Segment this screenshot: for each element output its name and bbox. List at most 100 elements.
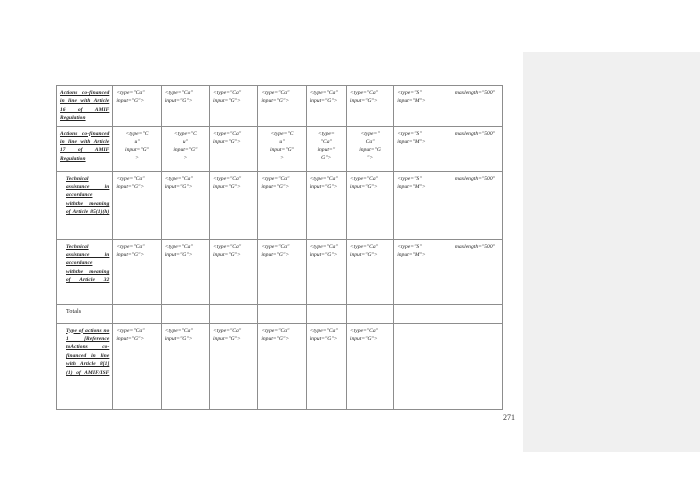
field-tag: <type="Ca" input="G"> (309, 175, 338, 190)
row-label: Technical assistance in accordance witht… (66, 243, 110, 284)
empty-cell (160, 303, 211, 324)
field-tag-cell: <type="Ca" input="G"> (208, 85, 259, 127)
field-tag-cell: <type="Ca" input="G"> (208, 322, 259, 410)
field-tag: <type="Ca" input="G"> (164, 327, 193, 342)
field-tag: <type="Ca" input="G"> (349, 327, 378, 342)
row-label-cell: Totals (55, 303, 114, 324)
field-tag-maxlength: maxlength="500" (454, 243, 495, 250)
field-tag-line2: input="M"> (397, 138, 426, 145)
field-tag: <type="Ca" input="G"> (261, 243, 290, 258)
field-tag: <type="Ca" input="G"> (309, 327, 338, 342)
table-row: Totals (55, 303, 503, 324)
field-tag-line2: input="M"> (397, 251, 426, 258)
field-tag: <type=" Ca" input="G "> (359, 130, 381, 161)
field-tag-cell: <type="Ca" input="G"> (112, 322, 162, 410)
field-tag: <type="Ca" input="G"> (309, 90, 338, 104)
field-tag: <type="Ca" input="G"> (116, 175, 145, 190)
field-tag-cell: <type="Ca" input="G"> (112, 170, 162, 240)
field-tag-line2: input="M"> (397, 98, 426, 104)
field-tag: <type="S" maxlength="500" input="M"> (397, 243, 499, 259)
row-label: Totals (66, 308, 82, 315)
field-tag-line1: <type="S" maxlength="500" (397, 175, 499, 183)
field-tag: <type="Ca" input="G"> (164, 175, 193, 190)
field-tag-cell: <type="Ca" input="G"> (112, 238, 162, 305)
table-row: Type of actions no 1 [Reference toAction… (55, 322, 503, 410)
field-tag-cell: <type="Ca" input="G"> (208, 238, 259, 305)
empty-cell (393, 322, 503, 410)
field-tag-cell: <type="C u" input="G" > (160, 125, 211, 172)
field-tag: <type="Ca" input="G"> (164, 90, 193, 104)
field-tag: <type="Ca" input="G"> (213, 90, 242, 104)
field-tag-cell: <type="Ca" input="G"> (208, 170, 259, 240)
field-tag-cell: <type="Ca" input="G"> (257, 322, 307, 410)
empty-cell (208, 303, 259, 324)
field-tag: <type="Ca" input="G"> (349, 243, 378, 258)
field-tag-cell: <type="Ca" input="G"> (257, 170, 307, 240)
field-tag-type: <type="S" (397, 175, 422, 182)
field-tag: <type="Ca" input="G"> (116, 90, 145, 104)
field-tag-cell: <type="Ca" input="G"> (257, 238, 307, 305)
field-tag-cell: <type="Ca" input="G"> (208, 125, 259, 172)
field-tag: <type="Ca" input="G"> (349, 90, 378, 104)
table-body: Actions co-financed in line with Article… (55, 85, 503, 410)
row-label-cell: Actions co-financed in line with Article… (55, 125, 114, 172)
field-tag-cell: <type="Ca" input="G"> (345, 238, 395, 305)
field-tag: <type="C u" input="G" > (269, 130, 294, 161)
field-tag-cell: <type="S" maxlength="500" input="M"> (393, 238, 503, 305)
field-tag-type: <type="S" (397, 243, 422, 250)
field-tag-cell: <type="Ca" input="G"> (305, 322, 347, 410)
table-row: Actions co-financed in line with Article… (55, 85, 503, 127)
table-row: Technical assistance in accordance witht… (55, 170, 503, 240)
field-tag: <type="Ca" input="G"> (213, 327, 242, 342)
row-label-cell: Technical assistance in accordance witht… (55, 170, 114, 240)
empty-cell (112, 303, 162, 324)
field-tag: <type="Ca" input="G"> (261, 90, 290, 104)
field-tag-cell: <type="S" maxlength="500" input="M"> (393, 85, 503, 127)
row-label: Actions co-financed in line with Article… (60, 90, 110, 122)
field-tag-line1: <type="S" maxlength="500" (397, 243, 499, 251)
field-tag-cell: <type="Ca" input="G"> (160, 322, 211, 410)
document-page: Actions co-financed in line with Article… (55, 85, 515, 422)
field-tag: <type="S" maxlength="500" input="M"> (397, 130, 499, 146)
table-row: Actions co-financed in line with Article… (55, 125, 503, 172)
field-tag-cell: <type="C u" input="G" > (257, 125, 307, 172)
field-tag-cell: <type="Ca" input="G"> (345, 85, 395, 127)
field-tag: <type="Ca" input="G"> (116, 327, 145, 342)
field-tag-cell: <type="Ca" input="G"> (345, 170, 395, 240)
field-tag-cell: <type="Ca" input="G"> (305, 85, 347, 127)
form-fields-table: Actions co-financed in line with Article… (55, 85, 503, 410)
field-tag-cell: <type="Ca" input="G"> (345, 322, 395, 410)
right-side-panel (523, 52, 700, 452)
field-tag-line2: input="M"> (397, 183, 426, 190)
field-tag-cell: <type="Ca" input="G"> (160, 238, 211, 305)
field-tag-cell: <type="Ca" input="G"> (305, 238, 347, 305)
field-tag: <type="Ca" input="G"> (116, 243, 145, 258)
field-tag: <type="Ca" input="G"> (261, 175, 290, 190)
field-tag: <type="Ca" input="G"> (213, 175, 242, 190)
row-label: Actions co-financed in line with Article… (60, 130, 110, 162)
field-tag-cell: <type="Ca" input="G"> (160, 170, 211, 240)
field-tag: <type="S" maxlength="500" input="M"> (397, 89, 499, 105)
field-tag-cell: <type=" Ca" input="G "> (345, 125, 395, 172)
field-tag-cell: <type="Ca" input="G"> (305, 170, 347, 240)
field-tag: <type="Ca" input="G"> (213, 130, 242, 145)
field-tag-cell: <type="Ca" input="G"> (257, 85, 307, 127)
row-label: Technical assistance in accordance witht… (66, 175, 110, 216)
field-tag: <type= "Ca" input=" G"> (317, 130, 336, 161)
field-tag-maxlength: maxlength="500" (454, 90, 495, 96)
field-tag: <type="Ca" input="G"> (309, 243, 338, 258)
field-tag-cell: <type="Ca" input="G"> (160, 85, 211, 127)
field-tag: <type="Ca" input="G"> (261, 327, 290, 342)
page-number: 271 (503, 413, 515, 422)
field-tag-maxlength: maxlength="500" (454, 130, 495, 137)
field-tag-cell: <type="Ca" input="G"> (112, 85, 162, 127)
field-tag-type: <type="S" (397, 130, 422, 137)
empty-cell (345, 303, 395, 324)
field-tag-line1: <type="S" maxlength="500" (397, 89, 499, 97)
empty-cell (393, 303, 503, 324)
field-tag-cell: <type= "Ca" input=" G"> (305, 125, 347, 172)
field-tag-cell: <type="S" maxlength="500" input="M"> (393, 125, 503, 172)
field-tag-maxlength: maxlength="500" (454, 175, 495, 182)
table-row: Technical assistance in accordance witht… (55, 238, 503, 305)
field-tag-cell: <type="C u" input="G" > (112, 125, 162, 172)
